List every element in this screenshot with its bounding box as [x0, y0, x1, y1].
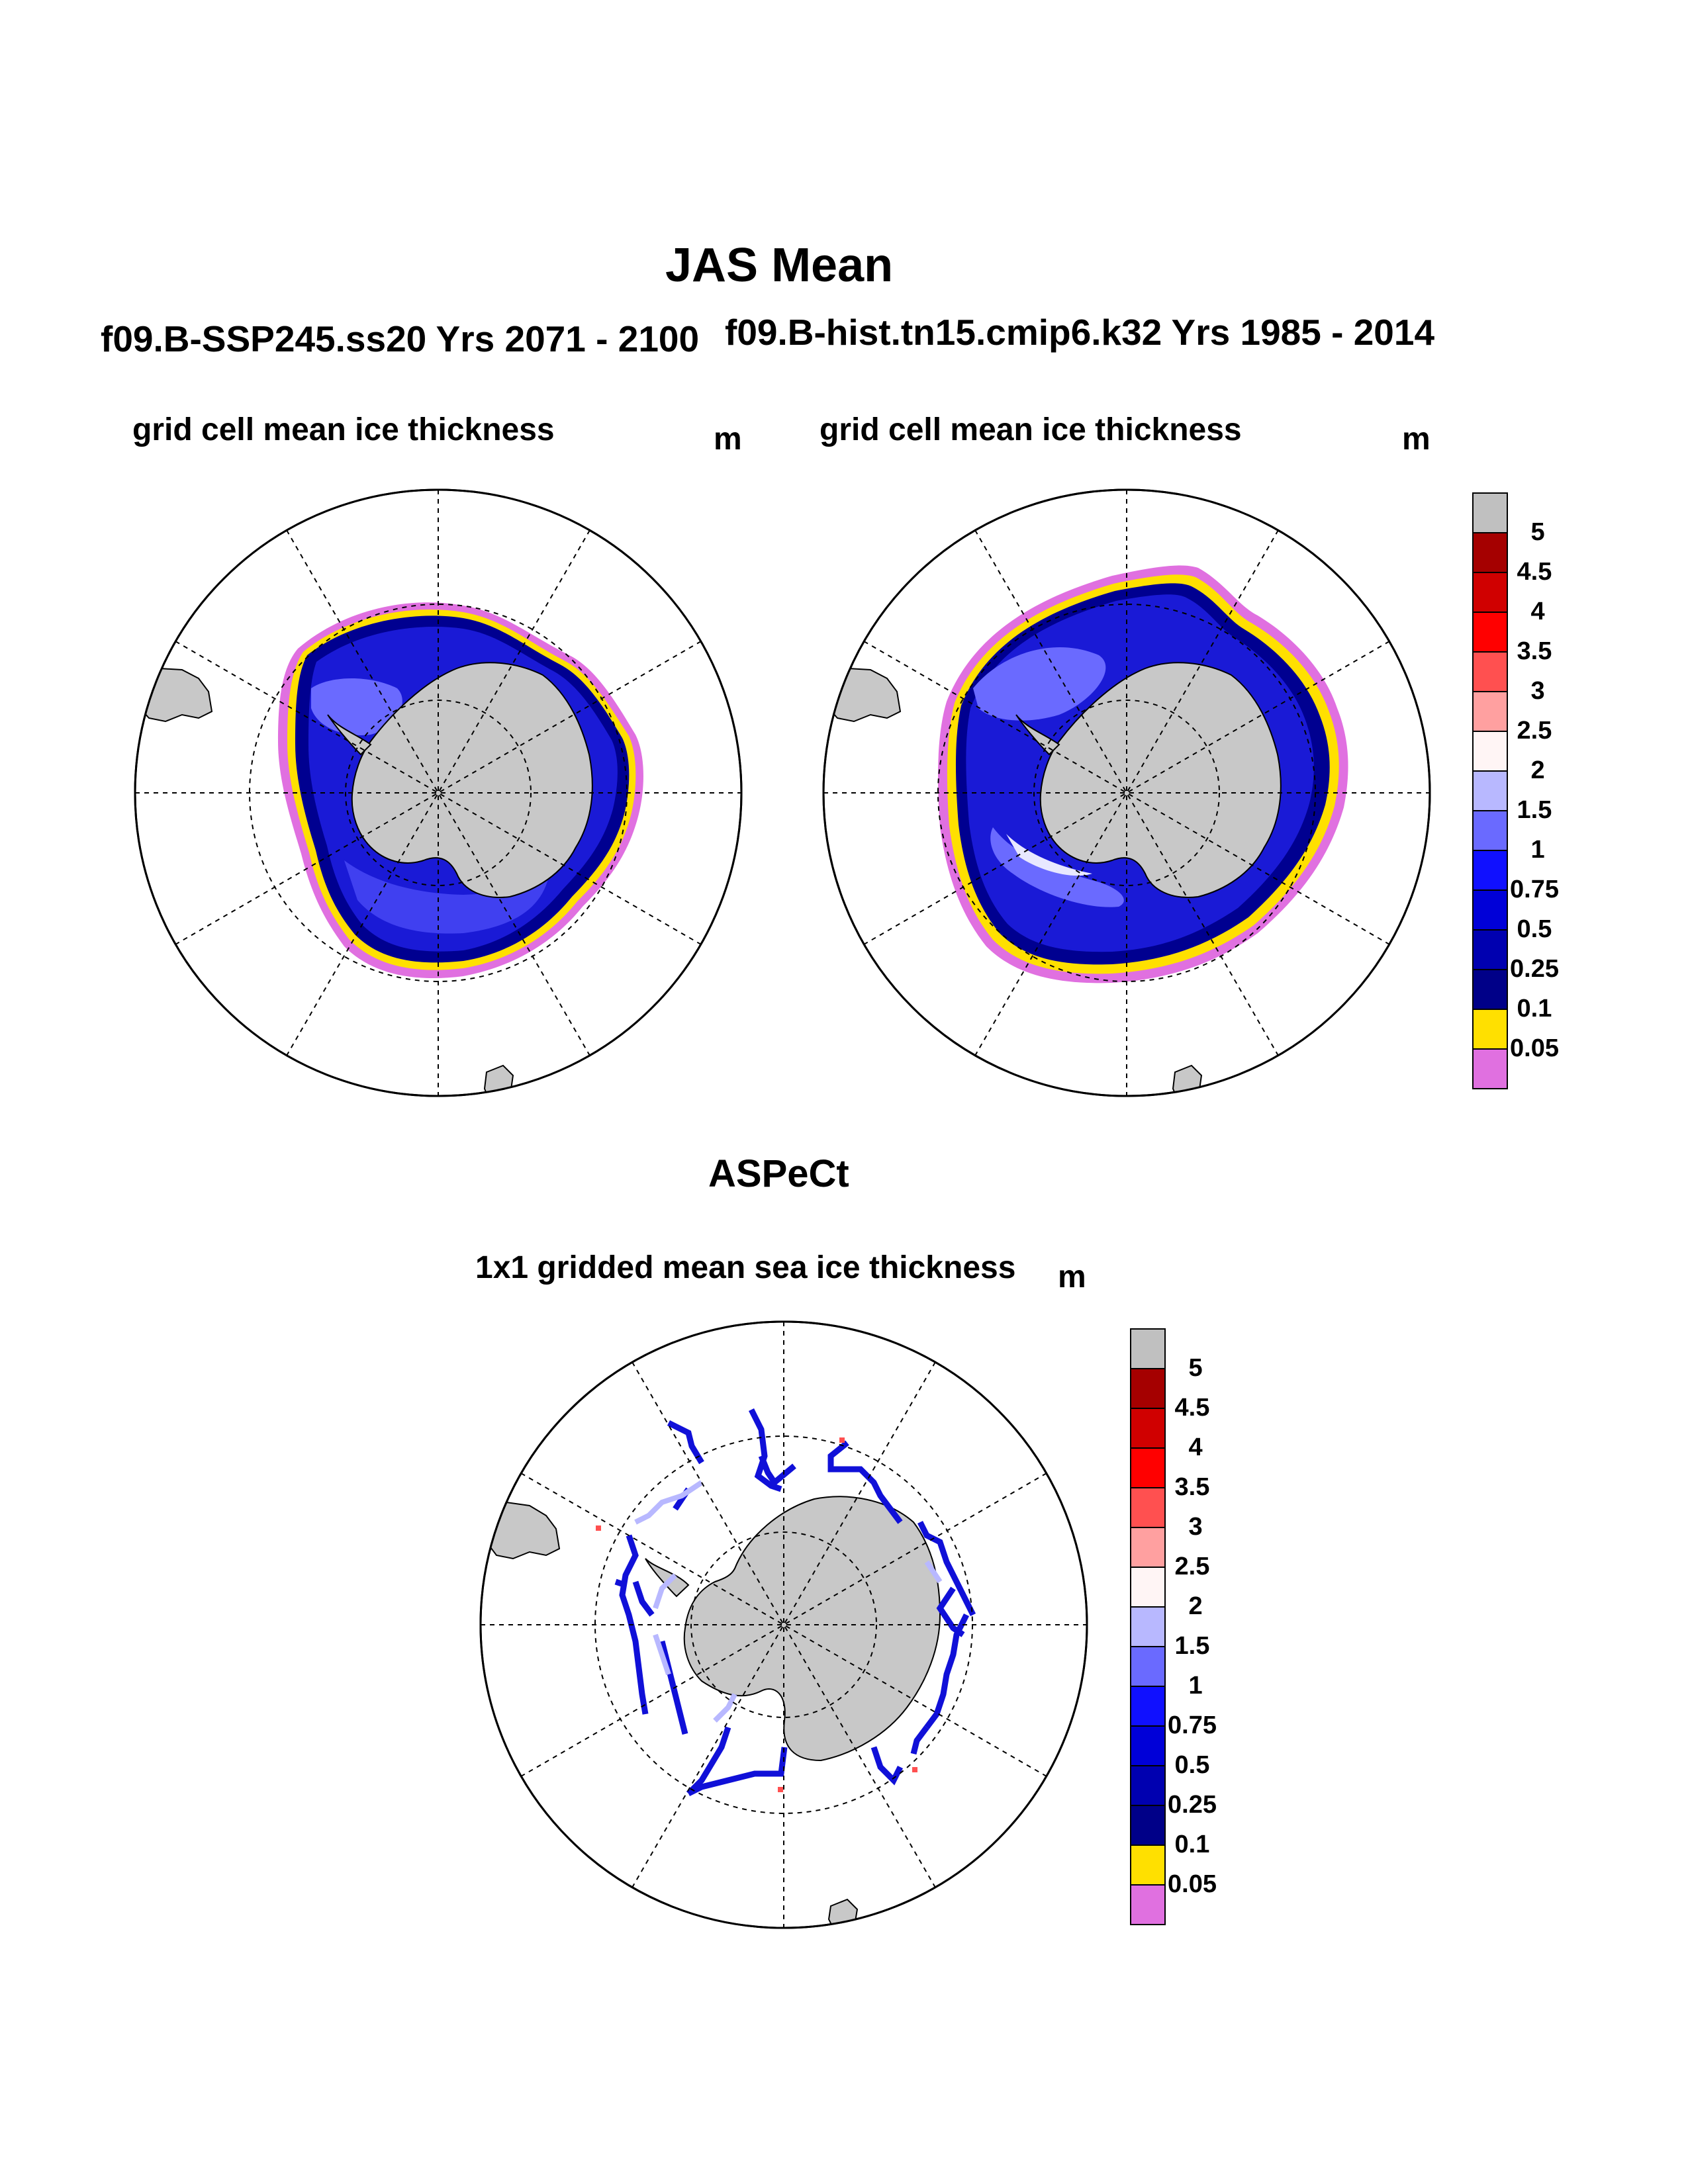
variable-label-top-left: grid cell mean ice thickness	[132, 412, 555, 447]
colorbar-top-swatch	[1472, 810, 1508, 851]
colorbar-top-swatch	[1472, 850, 1508, 891]
colorbar-bottom-tick-label: 0.05	[1168, 1870, 1217, 1898]
colorbar-top-swatch	[1472, 572, 1508, 613]
panel-title-top-left: f09.B-SSP245.ss20 Yrs 2071 - 2100	[101, 318, 700, 359]
antarctic-peninsula-left	[327, 714, 372, 756]
colorbar-top-swatch	[1472, 929, 1508, 970]
map-bottom	[479, 1320, 1088, 1929]
colorbar-bottom-swatch	[1130, 1567, 1166, 1608]
south-america-bottom	[482, 1501, 561, 1560]
colorbar-bottom-tick-label: 4.5	[1174, 1394, 1210, 1422]
colorbar-bottom-tick-label: 2	[1188, 1592, 1203, 1620]
colorbar-top-swatch	[1472, 889, 1508, 931]
colorbar-bottom-swatch	[1130, 1487, 1166, 1528]
colorbar-top-swatch	[1472, 612, 1508, 653]
variable-label-top-right: grid cell mean ice thickness	[820, 412, 1242, 447]
colorbar-top-swatch	[1472, 770, 1508, 811]
colorbar-top-tick-label: 2.5	[1517, 717, 1552, 745]
colorbar-bottom-tick-label: 0.5	[1174, 1751, 1210, 1779]
colorbar-bottom-tick-label: 2.5	[1174, 1553, 1210, 1580]
colorbar-top-tick-label: 0.5	[1517, 915, 1552, 943]
colorbar-top-swatch	[1472, 651, 1508, 692]
colorbar-top-tick-label: 5	[1530, 518, 1545, 546]
observation-tracks	[614, 1408, 976, 1797]
variable-label-bottom: 1x1 gridded mean sea ice thickness	[475, 1250, 1016, 1285]
colorbar-top-tick-label: 2	[1530, 756, 1545, 784]
ice-white-right	[1006, 834, 1092, 876]
ice-mid-left	[344, 860, 549, 934]
colorbar-bottom-tick-label: 0.75	[1168, 1711, 1217, 1739]
page-title: JAS Mean	[665, 239, 894, 292]
colorbar-bottom	[1130, 1328, 1166, 1925]
colorbar-top	[1472, 492, 1508, 1089]
unit-label-bottom: m	[1058, 1259, 1086, 1295]
colorbar-top-tick-label: 3	[1530, 677, 1545, 705]
observation-tracks-light	[634, 1480, 943, 1723]
colorbar-top-tick-label: 0.05	[1510, 1034, 1559, 1062]
colorbar-bottom-tick-label: 0.25	[1168, 1791, 1217, 1819]
colorbar-bottom-tick-label: 0.1	[1174, 1831, 1210, 1858]
colorbar-top-tick-label: 0.75	[1510, 876, 1559, 903]
ice-light-right-1	[973, 647, 1106, 721]
colorbar-bottom-swatch	[1130, 1765, 1166, 1806]
colorbar-bottom-tick-label: 3	[1188, 1513, 1203, 1541]
colorbar-top-tick-label: 1.5	[1517, 796, 1552, 824]
colorbar-top-tick-label: 0.1	[1517, 995, 1552, 1023]
colorbar-bottom-tick-label: 4	[1188, 1433, 1203, 1461]
colorbar-bottom-swatch	[1130, 1725, 1166, 1766]
map-top-left	[134, 488, 743, 1097]
ice-light-right-2	[990, 827, 1124, 907]
colorbar-bottom-swatch	[1130, 1884, 1166, 1925]
observation-points-red	[596, 1437, 917, 1792]
colorbar-top-swatch	[1472, 969, 1508, 1010]
colorbar-bottom-swatch	[1130, 1844, 1166, 1886]
colorbar-bottom-swatch	[1130, 1606, 1166, 1647]
colorbar-top-tick-label: 4.5	[1517, 558, 1552, 586]
colorbar-top-swatch	[1472, 731, 1508, 772]
colorbar-top-tick-label: 3.5	[1517, 637, 1552, 665]
colorbar-top-tick-label: 4	[1530, 598, 1545, 625]
colorbar-bottom-tick-label: 5	[1188, 1354, 1203, 1382]
colorbar-bottom-swatch	[1130, 1447, 1166, 1488]
colorbar-top-swatch	[1472, 532, 1508, 573]
unit-label-top-left: m	[714, 422, 742, 457]
colorbar-top-swatch	[1472, 691, 1508, 732]
unit-label-top-right: m	[1402, 422, 1430, 457]
map-top-right	[822, 488, 1431, 1097]
colorbar-bottom-swatch	[1130, 1805, 1166, 1846]
colorbar-bottom-swatch	[1130, 1368, 1166, 1409]
colorbar-bottom-swatch	[1130, 1328, 1166, 1369]
colorbar-top-swatch	[1472, 1009, 1508, 1050]
antarctic-peninsula-right	[1015, 714, 1060, 756]
colorbar-top-tick-label: 1	[1530, 836, 1545, 864]
colorbar-bottom-swatch	[1130, 1408, 1166, 1449]
colorbar-bottom-swatch	[1130, 1527, 1166, 1568]
africa-left	[483, 1064, 514, 1096]
panel-title-top-right: f09.B-hist.tn15.cmip6.k32 Yrs 1985 - 201…	[725, 312, 1435, 353]
colorbar-bottom-tick-label: 1.5	[1174, 1632, 1210, 1660]
panel-title-bottom: ASPeCt	[708, 1152, 849, 1195]
africa-right	[1172, 1064, 1203, 1096]
colorbar-bottom-swatch	[1130, 1686, 1166, 1727]
colorbar-bottom-tick-label: 3.5	[1174, 1473, 1210, 1501]
colorbar-top-swatch	[1472, 492, 1508, 533]
colorbar-bottom-swatch	[1130, 1646, 1166, 1687]
colorbar-bottom-tick-label: 1	[1188, 1672, 1203, 1700]
colorbar-top-tick-label: 0.25	[1510, 955, 1559, 983]
colorbar-top-swatch	[1472, 1048, 1508, 1089]
